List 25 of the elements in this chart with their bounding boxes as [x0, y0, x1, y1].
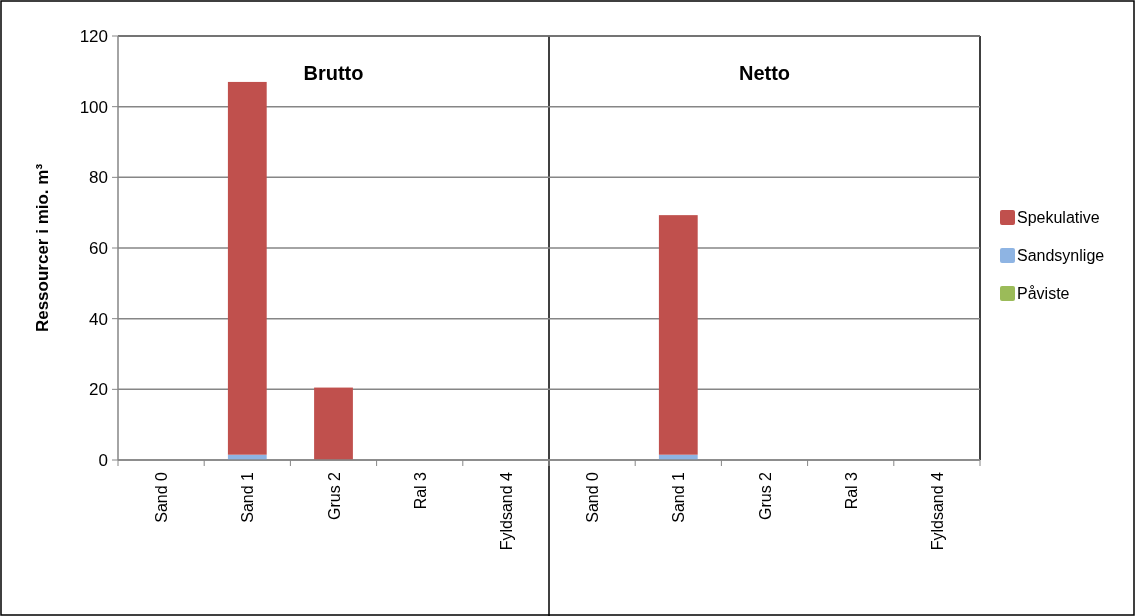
y-axis-title: Ressourcer i mio. m³ — [33, 163, 52, 333]
x-tick-label: Sand 0 — [584, 471, 602, 523]
y-tick-label: 0 — [98, 451, 108, 470]
x-tick-label: Grus 2 — [756, 471, 774, 521]
text: Brutto — [303, 62, 364, 84]
x-tick-label: Ral 3 — [842, 471, 860, 510]
y-tick-label: 80 — [89, 168, 108, 188]
text: Netto — [738, 62, 791, 84]
x-tick-label: Ral 3 — [411, 471, 429, 510]
y-tick-label: 100 — [79, 97, 108, 117]
bar — [227, 81, 267, 455]
x-tick-label: Fyldsand 4 — [928, 471, 946, 551]
x-tick-label: Sand 1 — [239, 471, 257, 523]
y-tick-label: 40 — [89, 309, 108, 329]
legend-label: Spekulative — [1017, 209, 1100, 226]
x-tick-label: Grus 2 — [325, 471, 343, 521]
y-tick-label: 20 — [89, 380, 108, 400]
x-tick-label: Sand 1 — [670, 471, 688, 523]
x-tick-label: Fyldsand 4 — [497, 471, 515, 551]
legend-label: Sandsynlige — [1017, 247, 1105, 264]
y-tick-label: 60 — [89, 239, 108, 258]
bar — [314, 387, 353, 460]
legend-label: Påviste — [1017, 285, 1070, 302]
x-tick-label: Sand 0 — [153, 471, 171, 523]
y-tick-label: 120 — [79, 27, 108, 46]
